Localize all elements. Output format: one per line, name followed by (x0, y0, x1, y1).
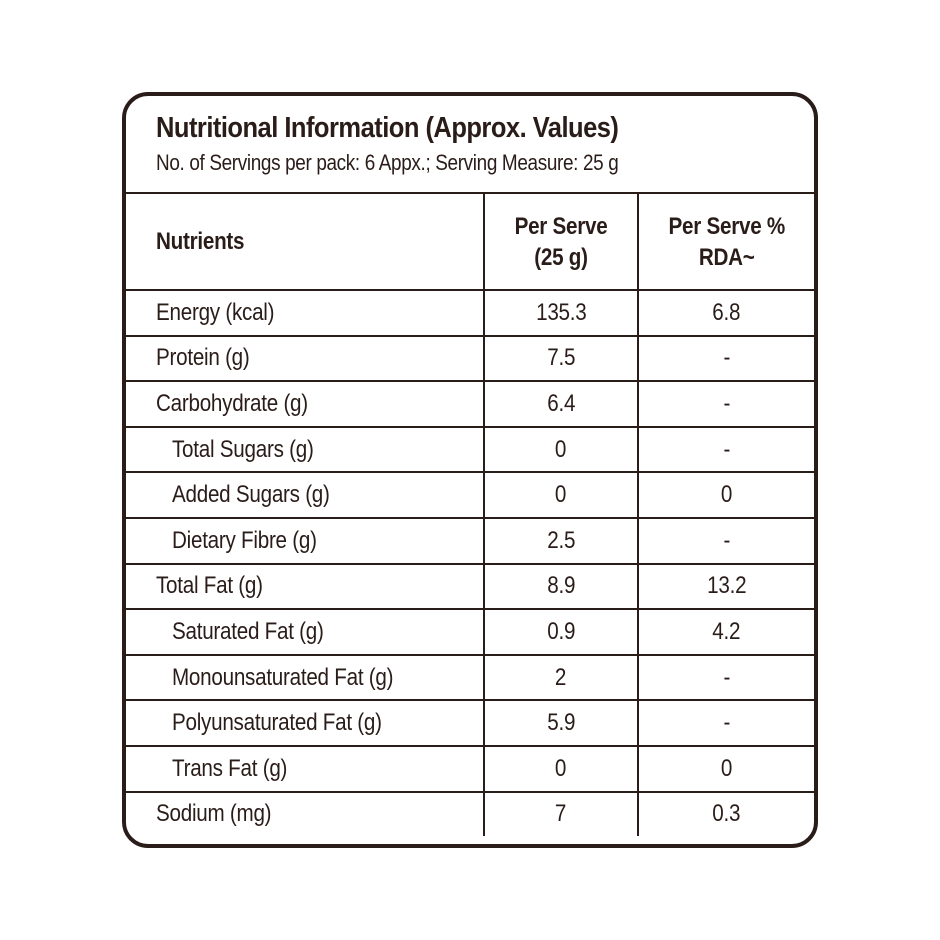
rda-value: 13.2 (638, 563, 814, 611)
nutrient-name: Trans Fat (g) (126, 745, 485, 793)
header-rda: Per Serve % RDA~ (638, 194, 814, 291)
rda-value: 0 (638, 472, 814, 519)
rda-value: 6.8 (638, 290, 814, 337)
rda-value: - (638, 335, 814, 383)
nutrient-name: Sodium (mg) (126, 791, 485, 837)
nutrient-name: Monounsaturated Fat (g) (126, 654, 485, 702)
rda-value: - (638, 381, 814, 428)
nutrient-name: Added Sugars (g) (126, 472, 485, 519)
header-rda-line2: RDA~ (698, 243, 755, 271)
nutrient-name: Protein (g) (126, 335, 485, 383)
table-row: Carbohydrate (g) 6.4- (126, 381, 814, 428)
nutrition-label: Nutritional Information (Approx. Values)… (122, 92, 818, 848)
table-header-row: Nutrients Per Serve (25 g) Per Serve % RDA… (126, 194, 814, 291)
per-serve-value: 8.9 (484, 563, 639, 611)
per-serve-value: 5.9 (484, 700, 639, 747)
rda-value: 4.2 (638, 609, 814, 656)
rda-value: - (638, 654, 814, 702)
nutrient-name: Total Sugars (g) (126, 426, 485, 474)
per-serve-value: 7.5 (484, 335, 639, 383)
per-serve-value: 2 (484, 654, 639, 702)
per-serve-value: 0 (484, 472, 639, 519)
header-rda-line1: Per Serve % (668, 212, 785, 240)
rda-value: - (638, 517, 814, 565)
header-per-serve-line1: Per Serve (514, 212, 608, 240)
nutrient-name: Saturated Fat (g) (126, 609, 485, 656)
rda-value: 0.3 (712, 800, 741, 828)
table-row: Monounsaturated Fat (g) 2- (126, 654, 814, 702)
table-row: Polyunsaturated Fat (g) 5.9- (126, 700, 814, 747)
per-serve-value: 0 (484, 426, 639, 474)
per-serve-value: 0.9 (484, 609, 639, 656)
header-nutrients: Nutrients (126, 194, 485, 291)
table-row: Energy (kcal) 135.3 6.8 (126, 290, 814, 337)
label-title: Nutritional Information (Approx. Values) (156, 112, 619, 144)
nutrient-name: Polyunsaturated Fat (g) (126, 700, 485, 747)
per-serve-value: 135.3 (484, 290, 639, 337)
header-per-serve: Per Serve (25 g) (484, 194, 639, 291)
table-row: Trans Fat (g) 0 0 (126, 745, 814, 793)
table-row: Saturated Fat (g) 0.9 4.2 (126, 609, 814, 656)
rda-value: - (638, 700, 814, 747)
header-per-serve-line2: (25 g) (534, 243, 588, 271)
rda-value: 0 (638, 745, 814, 793)
per-serve-value: 6.4 (484, 381, 639, 428)
table-row: Total Sugars (g) 0- (126, 426, 814, 474)
rda-value: - (638, 426, 814, 474)
per-serve-value: 7 (484, 791, 639, 837)
nutrient-name: Dietary Fibre (g) (126, 517, 485, 565)
nutrition-table: Nutrients Per Serve (25 g) Per Serve % RDA… (126, 194, 814, 837)
table-row: Added Sugars (g) 0 0 (126, 472, 814, 519)
table-row: Sodium (mg) 7 0.3 (126, 791, 814, 837)
nutrient-name: Total Fat (g) (126, 563, 485, 611)
table-row: Dietary Fibre (g) 2.5- (126, 517, 814, 565)
label-header: Nutritional Information (Approx. Values)… (126, 96, 814, 194)
nutrition-table-body: Energy (kcal) 135.3 6.8 Protein (g) 7.5- Carb… (126, 290, 814, 837)
nutrient-name: Carbohydrate (g) (126, 381, 485, 428)
table-row: Protein (g) 7.5- (126, 335, 814, 383)
per-serve-value: 2.5 (484, 517, 639, 565)
nutrient-name: Energy (kcal) (126, 290, 485, 337)
serving-info: No. of Servings per pack: 6 Appx.; Servi… (156, 150, 619, 175)
per-serve-value: 0 (484, 745, 639, 793)
table-row: Total Fat (g) 8.9 13.2 (126, 563, 814, 611)
